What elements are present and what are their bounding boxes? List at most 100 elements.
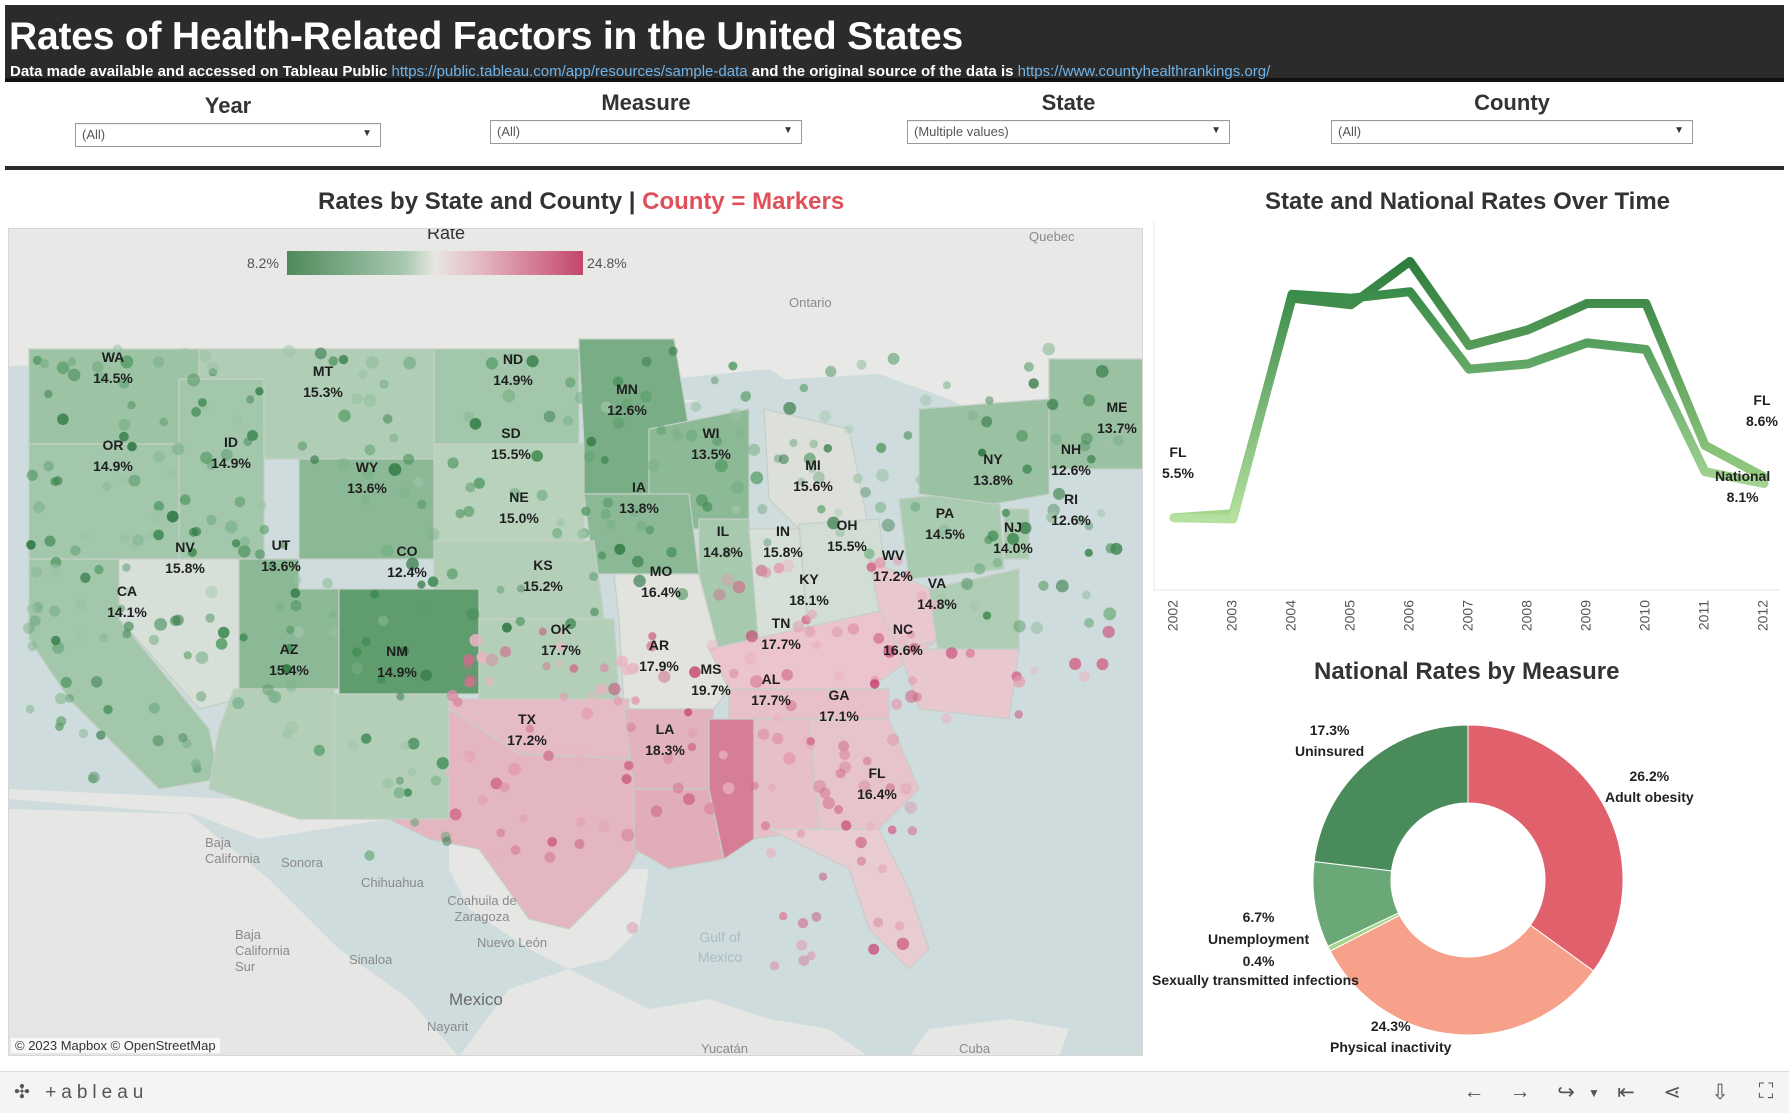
state-label-ms[interactable]: MS 19.7% xyxy=(691,659,731,701)
state-label-ut[interactable]: UT 13.6% xyxy=(261,535,301,577)
county-marker[interactable] xyxy=(292,575,303,585)
county-marker[interactable] xyxy=(407,737,420,750)
county-marker[interactable] xyxy=(589,572,599,581)
county-marker[interactable] xyxy=(750,471,764,485)
county-marker[interactable] xyxy=(690,401,702,412)
county-marker[interactable] xyxy=(232,697,245,710)
county-marker[interactable] xyxy=(1113,435,1124,446)
county-marker[interactable] xyxy=(881,518,895,532)
county-marker[interactable] xyxy=(310,455,319,465)
county-marker[interactable] xyxy=(138,354,148,364)
donut-slice-uninsured[interactable] xyxy=(1313,724,1469,872)
state-label-ok[interactable]: OK 17.7% xyxy=(541,619,581,661)
county-marker[interactable] xyxy=(987,530,999,542)
county-marker[interactable] xyxy=(255,549,265,560)
county-marker[interactable] xyxy=(600,456,609,464)
county-marker[interactable] xyxy=(847,623,860,635)
county-marker[interactable] xyxy=(26,604,37,614)
county-marker[interactable] xyxy=(672,782,684,794)
county-marker[interactable] xyxy=(183,651,192,660)
county-marker[interactable] xyxy=(887,352,900,365)
county-marker[interactable] xyxy=(904,801,918,814)
county-marker[interactable] xyxy=(96,730,106,740)
county-marker[interactable] xyxy=(750,781,759,790)
county-marker[interactable] xyxy=(621,398,633,410)
county-marker[interactable] xyxy=(256,500,267,511)
county-marker[interactable] xyxy=(123,621,134,632)
county-marker[interactable] xyxy=(839,749,850,760)
county-marker[interactable] xyxy=(153,529,164,541)
county-marker[interactable] xyxy=(465,482,476,493)
county-marker[interactable] xyxy=(855,836,867,849)
county-marker[interactable] xyxy=(205,585,218,599)
county-marker[interactable] xyxy=(122,629,132,639)
county-marker[interactable] xyxy=(358,370,368,379)
county-marker[interactable] xyxy=(982,611,992,620)
county-marker[interactable] xyxy=(1080,432,1093,445)
county-marker[interactable] xyxy=(626,922,639,934)
county-marker[interactable] xyxy=(687,742,697,752)
county-marker[interactable] xyxy=(99,633,108,642)
county-marker[interactable] xyxy=(463,654,475,666)
county-marker[interactable] xyxy=(555,659,565,669)
county-marker[interactable] xyxy=(938,524,951,536)
county-marker[interactable] xyxy=(509,487,521,499)
county-marker[interactable] xyxy=(403,453,414,465)
county-marker[interactable] xyxy=(875,501,887,513)
county-marker[interactable] xyxy=(57,413,69,425)
county-marker[interactable] xyxy=(1084,548,1093,557)
state-label-ky[interactable]: KY 18.1% xyxy=(789,569,829,611)
county-marker[interactable] xyxy=(378,615,389,626)
county-marker[interactable] xyxy=(198,398,207,407)
county-marker[interactable] xyxy=(426,527,440,541)
county-marker[interactable] xyxy=(597,820,610,832)
county-marker[interactable] xyxy=(757,504,768,515)
county-marker[interactable] xyxy=(834,805,843,815)
county-marker[interactable] xyxy=(852,473,863,484)
county-marker[interactable] xyxy=(1053,487,1065,500)
county-marker[interactable] xyxy=(122,563,131,572)
county-marker[interactable] xyxy=(876,442,887,453)
revert-icon[interactable]: ↪ xyxy=(1557,1081,1575,1104)
state-label-nd[interactable]: ND 14.9% xyxy=(493,349,533,391)
county-marker[interactable] xyxy=(413,477,424,488)
county-marker[interactable] xyxy=(908,676,917,685)
county-marker[interactable] xyxy=(887,825,897,835)
county-marker[interactable] xyxy=(873,632,885,644)
county-marker[interactable] xyxy=(191,407,202,417)
county-marker[interactable] xyxy=(80,572,91,583)
share-icon[interactable]: ⋖ xyxy=(1663,1081,1681,1104)
county-marker[interactable] xyxy=(151,509,165,523)
county-marker[interactable] xyxy=(67,368,81,382)
national-rates-donut[interactable]: 17.3% Uninsured 26.2% Adult obesity 6.7%… xyxy=(1150,690,1785,1065)
county-marker[interactable] xyxy=(858,780,871,793)
county-marker[interactable] xyxy=(823,444,833,453)
state-label-az[interactable]: AZ 15.4% xyxy=(269,639,309,681)
state-label-mi[interactable]: MI 15.6% xyxy=(793,455,833,497)
county-marker[interactable] xyxy=(613,696,623,706)
county-marker[interactable] xyxy=(744,652,757,665)
county-marker[interactable] xyxy=(689,666,701,678)
state-label-tx[interactable]: TX 17.2% xyxy=(507,709,547,751)
county-marker[interactable] xyxy=(403,788,412,797)
state-label-ri[interactable]: RI 12.6% xyxy=(1051,489,1091,531)
fullscreen-icon[interactable]: ⛶ xyxy=(1758,1080,1774,1103)
county-marker[interactable] xyxy=(44,389,53,399)
county-marker[interactable] xyxy=(1102,625,1115,639)
county-marker[interactable] xyxy=(621,774,632,784)
county-marker[interactable] xyxy=(658,670,671,683)
county-marker[interactable] xyxy=(440,831,451,842)
county-marker[interactable] xyxy=(640,390,652,403)
line-series-national[interactable] xyxy=(1169,287,1769,524)
county-marker[interactable] xyxy=(1007,532,1020,545)
county-marker[interactable] xyxy=(778,454,789,465)
state-label-mt[interactable]: MT 15.3% xyxy=(303,361,343,403)
county-marker[interactable] xyxy=(718,750,728,760)
county-marker[interactable] xyxy=(449,808,462,821)
county-marker[interactable] xyxy=(715,459,728,473)
state-label-oh[interactable]: OH 15.5% xyxy=(827,515,867,557)
county-marker[interactable] xyxy=(624,760,634,771)
county-marker[interactable] xyxy=(179,494,191,506)
county-marker[interactable] xyxy=(519,814,528,823)
county-marker[interactable] xyxy=(267,561,277,571)
